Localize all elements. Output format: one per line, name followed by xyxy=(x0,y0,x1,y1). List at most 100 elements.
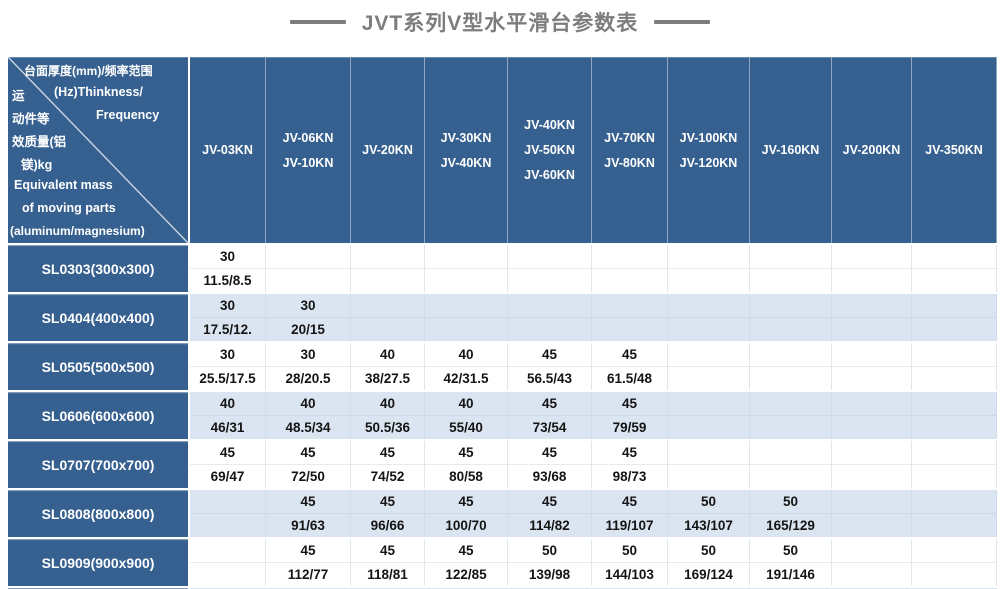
cell-frequency-value: 55/40 xyxy=(449,420,483,435)
cell-frequency-value: 169/124 xyxy=(684,567,733,582)
cell-frequency-value xyxy=(351,269,424,292)
cell-thickness-value xyxy=(592,294,667,318)
data-cell xyxy=(912,343,997,390)
data-cell: 45 91/63 xyxy=(266,490,351,537)
cell-frequency-value xyxy=(351,318,424,341)
data-cell: 45 96/66 xyxy=(351,490,425,537)
column-header: JV-30KN JV-40KN xyxy=(425,57,508,243)
cell-frequency-value xyxy=(750,416,831,439)
column-header: JV-160KN xyxy=(750,57,832,243)
cell-frequency-value: 48.5/34 xyxy=(285,420,331,435)
data-cell: 50 143/107 xyxy=(668,490,750,537)
cell-thickness-value: 40 xyxy=(266,392,350,416)
cell-thickness-value: 40 xyxy=(190,392,265,416)
cell-frequency-value xyxy=(592,318,667,341)
cell-frequency-value: 73/54 xyxy=(532,420,567,435)
cell-frequency-value: 96/66 xyxy=(370,518,405,533)
page-title-row: JVT系列V型水平滑台参数表 xyxy=(0,2,1000,42)
cell-thickness-value xyxy=(750,245,831,269)
corner-line: Equivalent mass xyxy=(14,178,113,192)
cell-thickness-value xyxy=(750,392,831,416)
data-cell: 45 74/52 xyxy=(351,441,425,488)
data-cell xyxy=(750,294,832,341)
cell-frequency-value: 112/77 xyxy=(287,567,329,582)
data-cell xyxy=(912,294,997,341)
cell-frequency-value xyxy=(668,465,749,488)
cell-thickness-value: 45 xyxy=(266,441,350,465)
data-cell xyxy=(750,441,832,488)
column-header: JV-06KN JV-10KN xyxy=(266,57,351,243)
data-cell: 45 72/50 xyxy=(266,441,351,488)
cell-frequency-value: 42/31.5 xyxy=(443,371,489,386)
data-cell: 40 46/31 xyxy=(190,392,266,439)
row-label: SL0808(800x800) xyxy=(8,490,190,537)
data-cell: 45 114/82 xyxy=(508,490,592,537)
cell-frequency-value: 80/58 xyxy=(449,469,483,484)
column-header: JV-20KN xyxy=(351,57,425,243)
cell-frequency-value: 143/107 xyxy=(684,518,733,533)
data-cell xyxy=(912,441,997,488)
cell-frequency-value: 100/70 xyxy=(445,518,487,533)
data-cell xyxy=(592,294,668,341)
data-cell: 45 119/107 xyxy=(592,490,668,537)
cell-frequency-value xyxy=(832,367,911,390)
cell-frequency-value: 61.5/48 xyxy=(606,371,653,386)
column-header-line: JV-200KN xyxy=(842,143,901,157)
cell-frequency-value xyxy=(266,269,350,292)
cell-thickness-value xyxy=(592,245,667,269)
cell-thickness-value xyxy=(668,441,749,465)
cell-frequency-value xyxy=(832,514,911,537)
cell-thickness-value xyxy=(508,294,591,318)
cell-frequency-value xyxy=(912,318,996,341)
column-header-line: JV-40KN xyxy=(524,118,575,132)
cell-thickness-value xyxy=(912,294,996,318)
cell-frequency-value xyxy=(912,514,996,537)
cell-thickness-value: 45 xyxy=(351,490,424,514)
corner-line: 效质量(铝 xyxy=(12,135,67,149)
cell-frequency-value: 119/107 xyxy=(605,518,654,533)
cell-thickness-value xyxy=(266,245,350,269)
data-cell: 30 11.5/8.5 xyxy=(190,245,266,292)
data-cell xyxy=(425,245,508,292)
cell-thickness-value xyxy=(832,294,911,318)
column-header-line: JV-80KN xyxy=(604,155,655,170)
column-header-line: JV-50KN xyxy=(524,143,575,157)
row-label: SL0505(500x500) xyxy=(8,343,190,390)
cell-thickness-value: 45 xyxy=(266,490,350,514)
column-header: JV-70KN JV-80KN xyxy=(592,57,668,243)
cell-frequency-value xyxy=(668,367,749,390)
table-row: SL0505(500x500) 30 25.5/17.5 30 28/20.5 40 38/… xyxy=(8,341,997,390)
data-cell xyxy=(190,490,266,537)
cell-thickness-value: 45 xyxy=(592,392,667,416)
data-cell xyxy=(832,245,912,292)
column-header-line: JV-20KN xyxy=(362,143,413,157)
data-cell xyxy=(832,294,912,341)
cell-thickness-value xyxy=(508,245,591,269)
cell-frequency-value: 20/15 xyxy=(291,322,325,337)
cell-thickness-value xyxy=(668,343,749,367)
table-row: SL0606(600x600) 40 46/31 40 48.5/34 40 50.5/36… xyxy=(8,390,997,439)
cell-frequency-value xyxy=(750,318,831,341)
data-cell: 50 139/98 xyxy=(508,539,592,586)
data-cell xyxy=(912,490,997,537)
cell-thickness-value xyxy=(832,490,911,514)
table-row: SL0303(300x300) 30 11.5/8.5 xyxy=(8,243,997,292)
cell-thickness-value: 30 xyxy=(190,294,265,318)
cell-thickness-value: 45 xyxy=(425,539,507,563)
corner-header-cell: 台面厚度(mm)/频率范围 运 (Hz)Thinkness/ 动件等 Frequ… xyxy=(8,57,190,243)
cell-thickness-value xyxy=(351,294,424,318)
table-row: SL0707(700x700) 45 69/47 45 72/50 45 74/52 45 80… xyxy=(8,439,997,488)
data-cell: 30 25.5/17.5 xyxy=(190,343,266,390)
cell-frequency-value: 165/129 xyxy=(766,518,815,533)
corner-line: 台面厚度(mm)/频率范围 xyxy=(24,64,153,78)
data-cell: 50 144/103 xyxy=(592,539,668,586)
cell-thickness-value: 45 xyxy=(592,490,667,514)
data-cell xyxy=(832,392,912,439)
data-cell xyxy=(832,441,912,488)
column-header: JV-200KN xyxy=(832,57,912,243)
data-cell xyxy=(592,245,668,292)
column-header: JV-40KN JV-50KN JV-60KN xyxy=(508,57,592,243)
cell-thickness-value: 45 xyxy=(266,539,350,563)
data-cell: 45 79/59 xyxy=(592,392,668,439)
cell-thickness-value xyxy=(912,343,996,367)
